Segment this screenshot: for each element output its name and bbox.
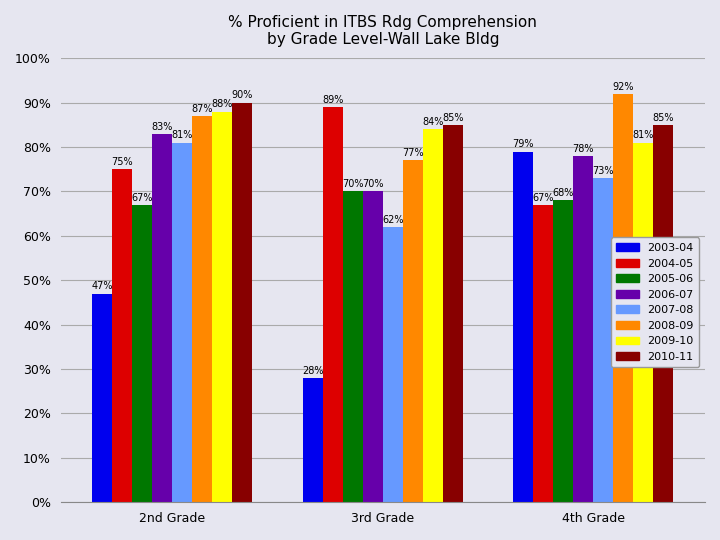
Text: 87%: 87% <box>192 104 213 114</box>
Bar <box>634 143 654 502</box>
Bar <box>192 116 212 502</box>
Text: 81%: 81% <box>633 131 654 140</box>
Text: 70%: 70% <box>342 179 364 189</box>
Text: 79%: 79% <box>513 139 534 149</box>
Text: 67%: 67% <box>132 193 153 202</box>
Text: 90%: 90% <box>232 91 253 100</box>
Text: 62%: 62% <box>382 215 403 225</box>
Text: 73%: 73% <box>593 166 614 176</box>
Bar <box>92 294 112 502</box>
Bar <box>383 227 402 502</box>
Bar <box>654 125 673 502</box>
Text: 83%: 83% <box>151 122 173 132</box>
Bar <box>513 152 534 502</box>
Title: % Proficient in ITBS Rdg Comprehension
by Grade Level-Wall Lake Bldg: % Proficient in ITBS Rdg Comprehension b… <box>228 15 537 48</box>
Legend: 2003-04, 2004-05, 2005-06, 2006-07, 2007-08, 2008-09, 2009-10, 2010-11: 2003-04, 2004-05, 2005-06, 2006-07, 2007… <box>611 238 699 368</box>
Text: 77%: 77% <box>402 148 423 158</box>
Bar <box>303 378 323 502</box>
Text: 89%: 89% <box>322 95 343 105</box>
Bar <box>613 94 634 502</box>
Bar <box>112 169 132 502</box>
Text: 85%: 85% <box>442 113 464 123</box>
Bar <box>152 134 172 502</box>
Bar <box>593 178 613 502</box>
Text: 84%: 84% <box>422 117 444 127</box>
Bar <box>343 192 363 502</box>
Bar <box>363 192 383 502</box>
Text: 28%: 28% <box>302 366 323 376</box>
Text: 81%: 81% <box>171 131 193 140</box>
Bar <box>443 125 463 502</box>
Bar <box>132 205 152 502</box>
Bar <box>212 112 233 502</box>
Text: 67%: 67% <box>533 193 554 202</box>
Text: 88%: 88% <box>212 99 233 109</box>
Bar <box>423 129 443 502</box>
Bar <box>323 107 343 502</box>
Bar <box>573 156 593 502</box>
Bar <box>554 200 573 502</box>
Text: 85%: 85% <box>652 113 674 123</box>
Bar <box>534 205 554 502</box>
Text: 92%: 92% <box>613 82 634 92</box>
Bar <box>233 103 252 502</box>
Text: 68%: 68% <box>553 188 574 198</box>
Text: 75%: 75% <box>112 157 133 167</box>
Text: 47%: 47% <box>91 281 113 292</box>
Bar <box>172 143 192 502</box>
Text: 70%: 70% <box>362 179 384 189</box>
Bar <box>402 160 423 502</box>
Text: 78%: 78% <box>572 144 594 154</box>
